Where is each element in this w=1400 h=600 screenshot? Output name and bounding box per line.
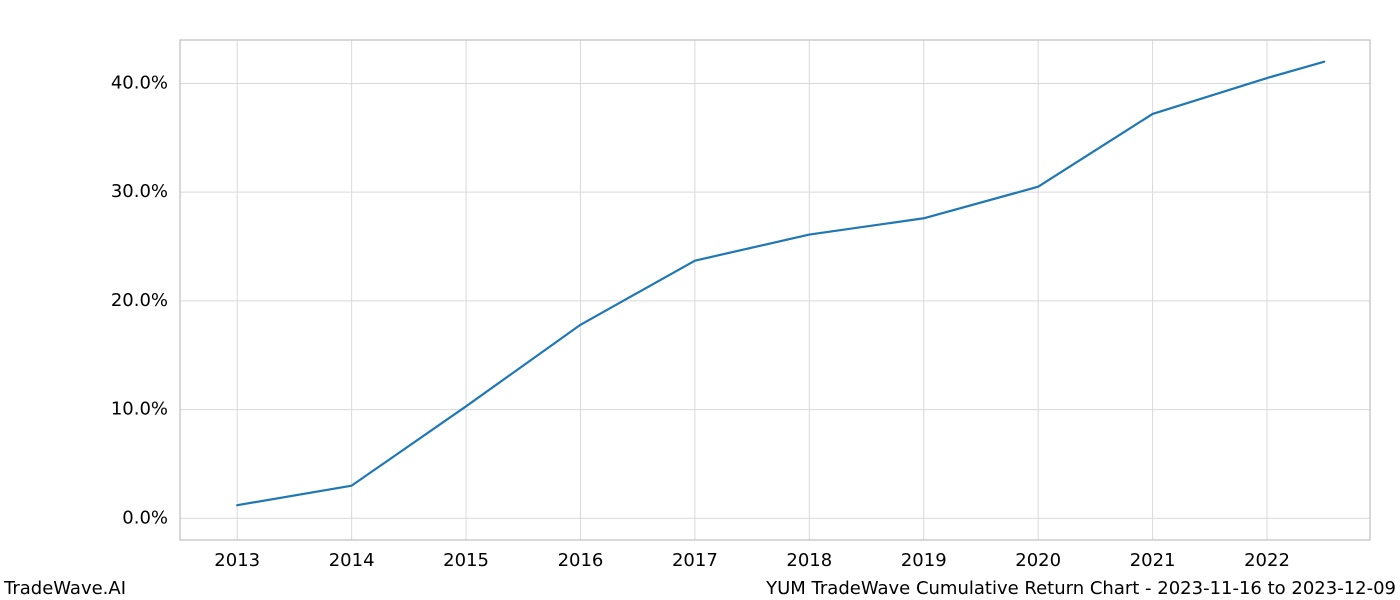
x-tick-label: 2017 <box>672 550 718 571</box>
line-chart: 0.0% 10.0% 20.0% 30.0% 40.0% 2013 2014 2015 2016… <box>0 0 1400 600</box>
x-tick-label: 2013 <box>214 550 260 571</box>
y-tick-label: 30.0% <box>111 181 168 202</box>
y-tick-label: 0.0% <box>122 507 168 528</box>
x-tick-label: 2016 <box>558 550 604 571</box>
y-tick-label: 40.0% <box>111 72 168 93</box>
x-tick-label: 2019 <box>901 550 947 571</box>
x-tick-label: 2014 <box>329 550 375 571</box>
chart-container: 0.0% 10.0% 20.0% 30.0% 40.0% 2013 2014 2015 2016… <box>0 0 1400 600</box>
y-tick-label: 10.0% <box>111 399 168 420</box>
x-tick-label: 2022 <box>1244 550 1290 571</box>
x-tick-label: 2020 <box>1015 550 1061 571</box>
x-tick-label: 2018 <box>786 550 832 571</box>
footer-left-label: TradeWave.AI <box>3 578 126 599</box>
x-tick-label: 2015 <box>443 550 489 571</box>
x-tick-label: 2021 <box>1130 550 1176 571</box>
footer-right-label: YUM TradeWave Cumulative Return Chart - … <box>765 578 1396 599</box>
y-tick-label: 20.0% <box>111 290 168 311</box>
chart-background <box>0 0 1400 600</box>
